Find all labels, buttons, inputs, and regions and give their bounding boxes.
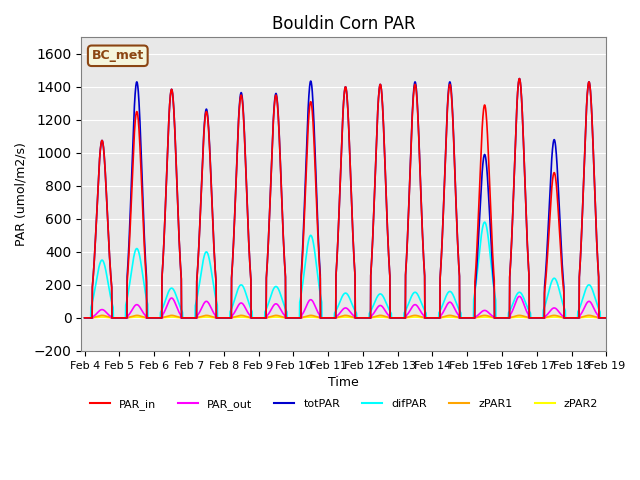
difPAR	[227, 309, 234, 314]
difPAR	[571, 315, 579, 321]
PAR_out	[372, 308, 380, 313]
zPAR1	[497, 315, 505, 321]
Line: PAR_in: PAR_in	[84, 79, 606, 318]
zPAR2	[571, 315, 579, 321]
zPAR1	[372, 313, 380, 319]
PAR_in	[360, 315, 368, 321]
zPAR2	[81, 315, 88, 321]
PAR_out	[227, 315, 234, 321]
Line: PAR_out: PAR_out	[84, 296, 606, 318]
PAR_out	[360, 315, 368, 321]
zPAR2	[98, 314, 106, 320]
zPAR2	[497, 315, 505, 321]
zPAR1	[571, 315, 579, 321]
Text: BC_met: BC_met	[92, 49, 144, 62]
PAR_in	[557, 245, 564, 251]
totPAR	[227, 315, 234, 321]
PAR_in	[372, 161, 380, 167]
totPAR	[372, 161, 380, 167]
X-axis label: Time: Time	[328, 376, 359, 389]
PAR_out	[602, 315, 610, 321]
difPAR	[360, 315, 368, 321]
zPAR1	[602, 315, 610, 321]
PAR_out	[81, 315, 88, 321]
totPAR	[497, 315, 504, 321]
zPAR1	[98, 312, 106, 318]
zPAR1	[360, 315, 368, 321]
totPAR	[557, 229, 564, 235]
totPAR	[602, 315, 610, 321]
Line: zPAR2: zPAR2	[84, 317, 606, 318]
zPAR1	[227, 315, 234, 321]
totPAR	[571, 315, 579, 321]
PAR_out	[557, 311, 564, 317]
Y-axis label: PAR (umol/m2/s): PAR (umol/m2/s)	[15, 142, 28, 246]
difPAR	[372, 297, 380, 303]
difPAR	[497, 315, 505, 321]
Line: totPAR: totPAR	[84, 79, 606, 318]
difPAR	[557, 292, 564, 298]
PAR_out	[516, 293, 524, 299]
zPAR2	[557, 314, 564, 320]
PAR_in	[227, 315, 234, 321]
PAR_in	[516, 76, 524, 82]
zPAR2	[602, 315, 610, 321]
Line: difPAR: difPAR	[84, 222, 606, 318]
PAR_in	[602, 315, 610, 321]
zPAR1	[81, 315, 88, 321]
totPAR	[360, 315, 368, 321]
PAR_out	[497, 315, 504, 321]
PAR_in	[497, 315, 504, 321]
difPAR	[481, 219, 488, 225]
difPAR	[602, 315, 610, 321]
zPAR1	[557, 314, 564, 320]
totPAR	[516, 76, 524, 82]
Title: Bouldin Corn PAR: Bouldin Corn PAR	[272, 15, 415, 33]
zPAR2	[227, 315, 234, 321]
Line: zPAR1: zPAR1	[84, 315, 606, 318]
difPAR	[81, 315, 88, 321]
zPAR2	[360, 315, 368, 321]
PAR_out	[571, 315, 579, 321]
zPAR2	[372, 314, 380, 320]
PAR_in	[571, 315, 579, 321]
totPAR	[81, 315, 88, 321]
Legend: PAR_in, PAR_out, totPAR, difPAR, zPAR1, zPAR2: PAR_in, PAR_out, totPAR, difPAR, zPAR1, …	[85, 395, 602, 414]
PAR_in	[81, 315, 88, 321]
